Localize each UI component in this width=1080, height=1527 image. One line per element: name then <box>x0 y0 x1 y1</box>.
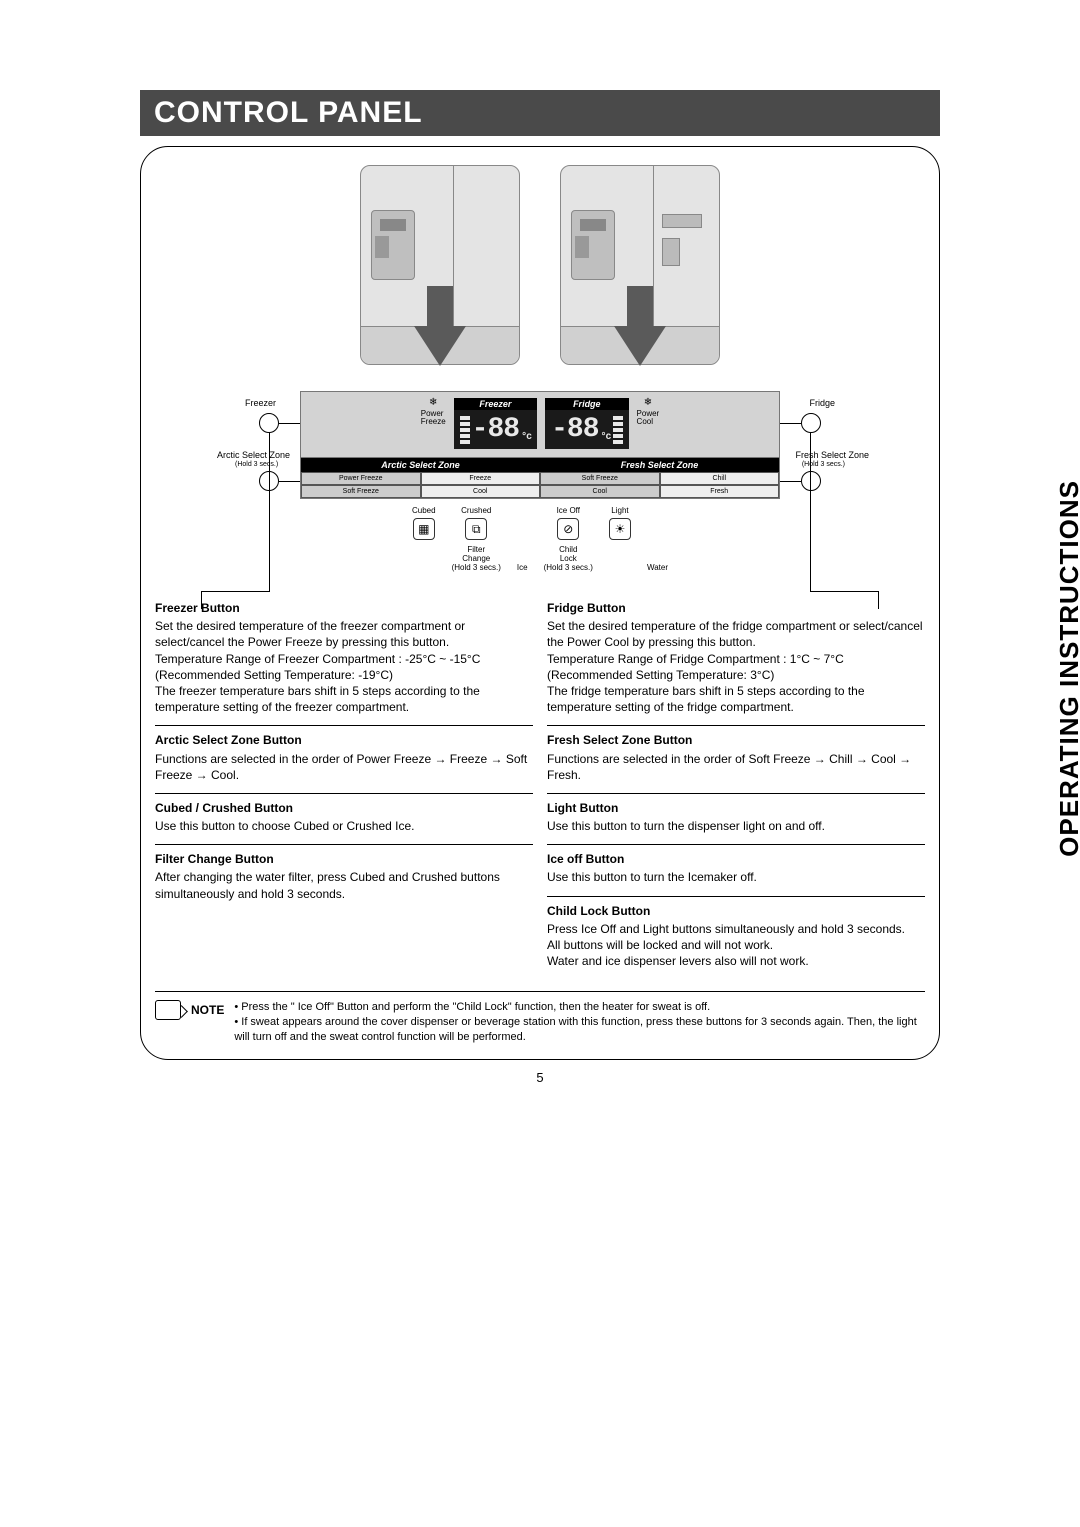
arctic-zone-header: Arctic Select Zone <box>301 458 540 472</box>
lbl-power-freeze: Power Freeze <box>421 410 446 426</box>
light-icon: ☀ <box>609 518 631 540</box>
ptr-label-arctic: Arctic Select Zone <box>217 451 290 460</box>
zbtn-fresh-1: Chill <box>660 472 780 485</box>
lbl-power-cool: Power Cool <box>637 410 660 426</box>
page-title: CONTROL PANEL <box>140 90 940 136</box>
desc-light: Light Button Use this button to turn the… <box>547 800 925 834</box>
lbl-ice: Ice <box>517 563 528 572</box>
zbtn-arctic-2: Soft Freeze <box>301 485 421 498</box>
desc-fridge: Fridge Button Set the desired temperatur… <box>547 600 925 715</box>
lbl-freezer-header: Freezer <box>454 398 537 410</box>
zbtn-fresh-3: Fresh <box>660 485 780 498</box>
freezer-display: -88°c <box>454 410 537 449</box>
lbl-water: Water <box>647 563 668 572</box>
bottom-icon-row: Cubed ▦ Crushed ⧉ Filter Change (Hold 3 … <box>300 499 780 580</box>
desc-fresh: Fresh Select Zone Button Functions are s… <box>547 732 925 783</box>
ptr-fresh <box>801 471 821 491</box>
cubed-icon: ▦ <box>413 518 435 540</box>
page: CONTROL PANEL <box>140 90 940 1085</box>
lbl-iceoff: Ice Off <box>557 507 580 515</box>
desc-iceoff: Ice off Button Use this button to turn t… <box>547 851 925 885</box>
ptr-fridge <box>801 413 821 433</box>
zbtn-fresh-0: Soft Freeze <box>540 472 660 485</box>
description-columns: Freezer Button Set the desired temperatu… <box>155 600 925 979</box>
desc-childlock: Child Lock Button Press Ice Off and Ligh… <box>547 903 925 970</box>
note-text: Press the " Ice Off" Button and perform … <box>234 1000 925 1045</box>
note-icon <box>155 1000 181 1020</box>
lbl-cubed: Cubed <box>412 507 436 515</box>
zbtn-fresh-2: Cool <box>540 485 660 498</box>
right-column: Fridge Button Set the desired temperatur… <box>547 600 925 979</box>
fresh-zone-header: Fresh Select Zone <box>540 458 779 472</box>
note-row: NOTE Press the " Ice Off" Button and per… <box>155 991 925 1045</box>
lbl-filter: Filter Change (Hold 3 secs.) <box>452 545 501 572</box>
power-freeze-icon: ❄ <box>429 398 437 408</box>
control-diagram: ❄ Power Freeze Freezer -88°c Fridge -88°c <box>300 391 780 580</box>
zbtn-arctic-0: Power Freeze <box>301 472 421 485</box>
ptr-label-fridge: Fridge <box>809 399 835 408</box>
left-column: Freezer Button Set the desired temperatu… <box>155 600 533 979</box>
fridge-display: -88°c <box>545 410 628 449</box>
lbl-crushed: Crushed <box>461 507 491 515</box>
crushed-icon: ⧉ <box>465 518 487 540</box>
note-label: NOTE <box>191 1002 224 1018</box>
ptr-freezer <box>259 413 279 433</box>
ptr-label-fresh-sub: (Hold 3 secs.) <box>802 461 845 468</box>
power-cool-icon: ❄ <box>644 398 652 408</box>
ptr-label-fresh: Fresh Select Zone <box>795 451 869 460</box>
lbl-fridge-header: Fridge <box>545 398 628 410</box>
fridge-illustrations <box>155 165 925 365</box>
lbl-childlock: Child Lock (Hold 3 secs.) <box>544 545 593 572</box>
panel-outline: Freezer Arctic Select Zone (Hold 3 secs.… <box>140 146 940 1060</box>
side-label: OPERATING INSTRUCTIONS <box>1054 480 1080 857</box>
fridge-left <box>360 165 520 365</box>
desc-filter: Filter Change Button After changing the … <box>155 851 533 902</box>
desc-arctic: Arctic Select Zone Button Functions are … <box>155 732 533 783</box>
page-number: 5 <box>140 1070 940 1085</box>
zbtn-arctic-1: Freeze <box>421 472 541 485</box>
desc-freezer: Freezer Button Set the desired temperatu… <box>155 600 533 715</box>
ptr-label-arctic-sub: (Hold 3 secs.) <box>235 461 278 468</box>
zbtn-arctic-3: Cool <box>421 485 541 498</box>
ptr-label-freezer: Freezer <box>245 399 276 408</box>
fridge-right <box>560 165 720 365</box>
control-diagram-wrap: Freezer Arctic Select Zone (Hold 3 secs.… <box>155 391 925 580</box>
desc-cubed: Cubed / Crushed Button Use this button t… <box>155 800 533 834</box>
lbl-light: Light <box>611 507 628 515</box>
iceoff-icon: ⊘ <box>557 518 579 540</box>
